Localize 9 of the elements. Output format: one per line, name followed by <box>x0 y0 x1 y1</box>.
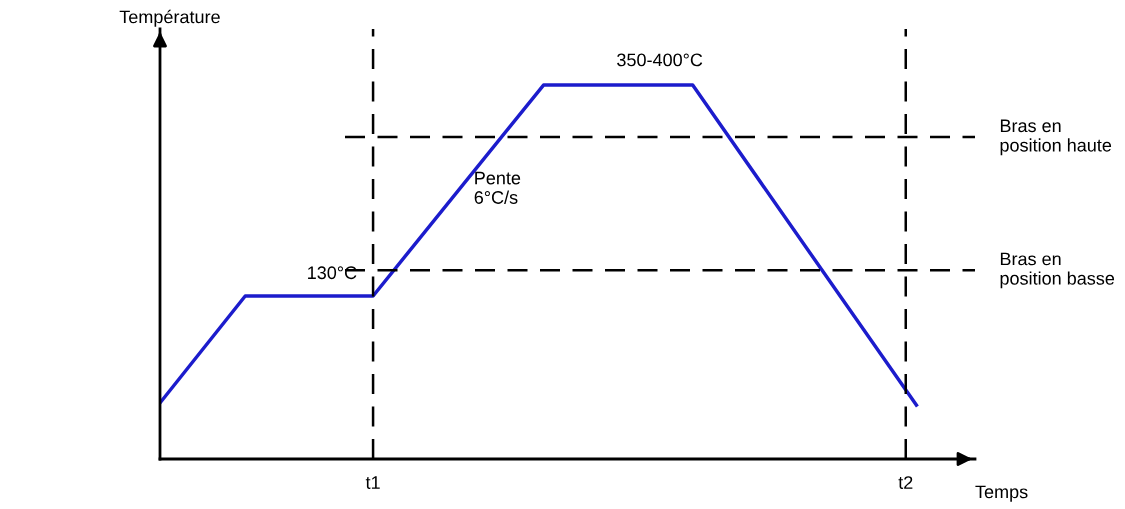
annotation: 130°C <box>308 266 357 280</box>
ref-line-label: Bras en position basse <box>1000 252 1115 289</box>
annotation: Pente 6°C/s <box>474 171 521 204</box>
ref-line-label: Bras en position haute <box>1000 119 1112 156</box>
x-tick-label: t2 <box>898 476 913 489</box>
text: 350-400°C <box>617 53 703 67</box>
x-tick-label: t1 <box>365 476 380 489</box>
x-axis-title: Temps <box>975 485 1028 502</box>
y-axis-title: Température <box>119 9 220 27</box>
